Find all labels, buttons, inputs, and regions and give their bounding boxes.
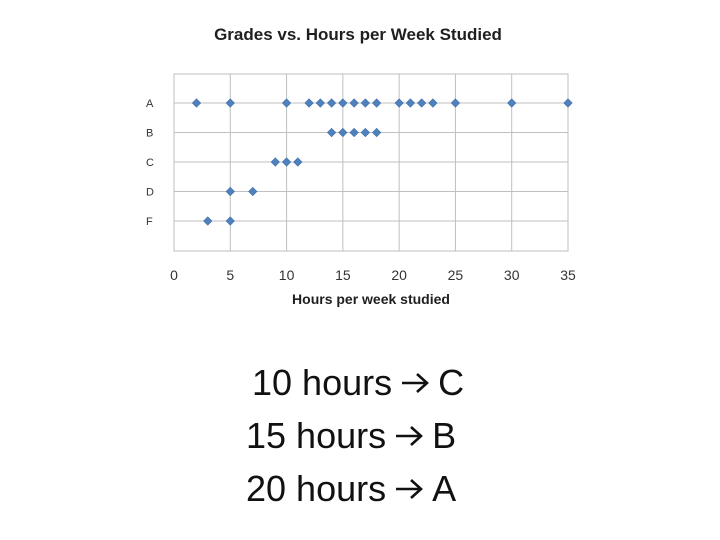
data-point	[281, 98, 292, 108]
data-point	[315, 98, 325, 108]
data-point	[248, 186, 258, 197]
data-point	[225, 98, 235, 108]
data-point	[281, 157, 292, 167]
data-point	[417, 98, 427, 108]
x-tick-label: 25	[448, 267, 464, 283]
x-tick-label: 5	[226, 267, 234, 283]
data-point	[450, 98, 461, 108]
y-tick-label: B	[146, 128, 153, 140]
y-tick-label: F	[146, 216, 153, 228]
chart-grid	[173, 74, 569, 251]
y-tick-label: A	[146, 98, 154, 110]
right-arrow-icon	[394, 462, 424, 515]
right-arrow-icon	[394, 409, 424, 462]
data-point	[563, 98, 573, 108]
y-tick-label: D	[146, 187, 154, 199]
data-point	[372, 127, 382, 138]
data-point	[293, 157, 303, 167]
data-point	[203, 216, 213, 226]
summary-hours: 20 hours	[246, 468, 387, 509]
summary-line-2: 15 hours B	[200, 409, 540, 462]
chart-title: Grades vs. Hours per Week Studied	[214, 25, 502, 44]
x-tick-label: 10	[279, 267, 295, 283]
x-axis-label: Hours per week studied	[292, 291, 450, 307]
data-point	[360, 98, 370, 108]
summary-grade: A	[432, 468, 457, 509]
data-point	[225, 186, 235, 197]
right-arrow-icon	[400, 356, 430, 409]
data-points	[191, 98, 573, 226]
summary-list: 10 hours C 15 hours B 20 hours A	[200, 356, 540, 515]
data-point	[338, 127, 348, 138]
x-tick-label: 15	[335, 267, 351, 283]
y-tick-labels: A B C D F	[146, 98, 154, 228]
data-point	[304, 98, 314, 108]
data-point	[225, 216, 235, 226]
data-point	[338, 98, 348, 108]
x-tick-label: 30	[504, 267, 520, 283]
scatter-chart: Grades vs. Hours per Week Studied ABCDF …	[146, 25, 576, 307]
x-tick-label: 20	[391, 267, 407, 283]
x-tick-label: 0	[170, 267, 178, 283]
data-point	[270, 157, 280, 167]
data-point	[349, 98, 359, 108]
summary-hours: 10 hours	[252, 362, 393, 403]
data-point	[326, 98, 337, 108]
x-tick-label: 35	[560, 267, 576, 283]
x-tick-labels: 0 5 10 15 20 25 30 35	[170, 267, 576, 283]
data-point	[326, 127, 337, 138]
data-point	[360, 127, 370, 138]
data-point	[372, 98, 382, 108]
summary-line-1: 10 hours C	[200, 356, 540, 409]
plot-area	[173, 73, 569, 252]
summary-hours: 15 hours	[246, 415, 387, 456]
summary-grade: C	[438, 362, 465, 403]
summary-grade: B	[432, 415, 457, 456]
data-point	[349, 127, 359, 138]
y-tick-label: C	[146, 157, 154, 169]
data-point	[507, 98, 517, 108]
data-point	[394, 98, 404, 108]
summary-line-3: 20 hours A	[200, 462, 540, 515]
data-point	[428, 98, 438, 108]
data-point	[191, 98, 202, 108]
data-point	[405, 98, 416, 108]
